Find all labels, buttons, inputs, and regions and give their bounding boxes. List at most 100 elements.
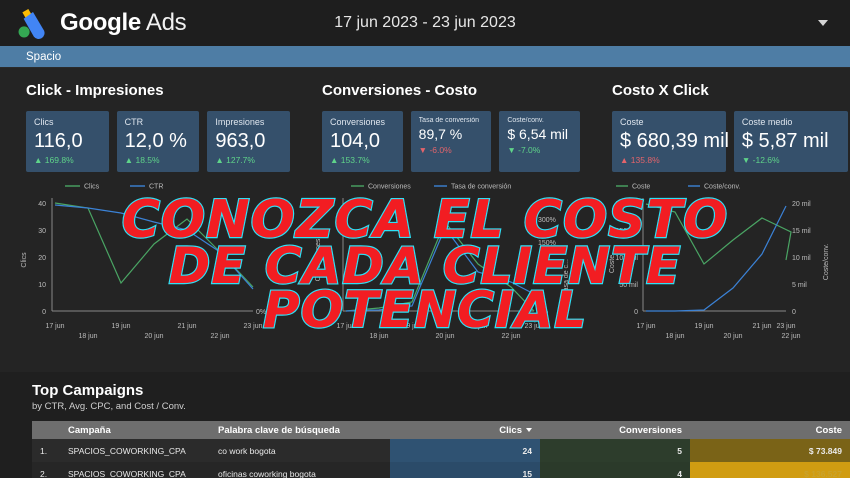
y-tick: 0: [634, 309, 638, 316]
series-tasa-conversion: [345, 226, 535, 312]
scorecard-label: CTR: [124, 117, 144, 127]
date-range-label: 17 jun 2023 - 23 jun 2023: [334, 14, 516, 31]
delta-value: -6.0%: [429, 144, 452, 155]
x-tick: 18 jun: [78, 333, 97, 340]
chart-svg: Clics CTR 40 30 20 10 0 Clics 0% 17 jun …: [21, 183, 266, 340]
table-row[interactable]: 2. SPACIOS_COWORKING_CPA oficinas cowork…: [32, 462, 850, 478]
delta-value: 18.5%: [135, 154, 160, 165]
table-header-row: Campaña Palabra clave de búsqueda Clics …: [32, 421, 850, 439]
y-tick: 50 mil: [619, 282, 638, 289]
y2-axis-label: Tasa de c...: [563, 259, 570, 295]
scorecard-label: Tasa de conversión: [418, 117, 479, 124]
col-header-campaign[interactable]: Campaña: [60, 421, 210, 439]
y2-tick: 0%: [538, 309, 548, 316]
tab-spacio[interactable]: Spacio: [26, 50, 62, 63]
delta-value: 127.7%: [226, 154, 255, 165]
x-tick: 19 jun: [694, 323, 713, 330]
chart-clicks-impressions[interactable]: Clics CTR 40 30 20 10 0 Clics 0% 17 jun …: [10, 182, 306, 344]
scorecard-value: 963,0: [215, 129, 266, 152]
scorecard-tasa-conversion[interactable]: Tasa de conversión 89,7 % ▼ -6.0%: [410, 111, 492, 172]
scorecard-coste[interactable]: Coste $ 680,39 mil ▲ 135.8%: [612, 111, 729, 172]
delta-arrow-icon: ▲: [34, 154, 43, 165]
legend-label-2: CTR: [149, 183, 163, 190]
chevron-down-icon[interactable]: [818, 20, 828, 26]
x-tick: 19 jun: [402, 323, 421, 330]
brand: Google Ads: [16, 7, 187, 39]
scorecard-clics[interactable]: Clics 116,0 ▲ 169.8%: [26, 111, 109, 172]
delta-arrow-icon: ▼: [741, 154, 751, 165]
scorecard-delta: ▼ -7.0%: [507, 145, 572, 155]
col-header-clics[interactable]: Clics: [390, 421, 540, 439]
col-header-conversiones[interactable]: Conversiones: [540, 421, 690, 439]
y2-tick: 5 mil: [792, 282, 807, 289]
scorecard-value: $ 680,39 mil: [620, 129, 729, 152]
col-header-keyword[interactable]: Palabra clave de búsqueda: [210, 421, 390, 439]
scorecard-label: Conversiones: [330, 117, 386, 127]
chart-row: Clics CTR 40 30 20 10 0 Clics 0% 17 jun …: [0, 172, 850, 344]
date-range[interactable]: 17 jun 2023 - 23 jun 2023: [0, 14, 850, 32]
panel-conversions-cost: Conversiones - Costo Conversiones 104,0 …: [306, 82, 596, 172]
row-coste: $ 136.527: [690, 462, 850, 478]
scorecard-ctr[interactable]: CTR 12,0 % ▲ 18.5%: [116, 111, 200, 172]
x-tick: 20 jun: [435, 333, 454, 340]
x-tick: 17 jun: [45, 323, 64, 330]
delta-value: -12.6%: [752, 154, 780, 165]
y2-tick: 10 mil: [792, 255, 811, 262]
y2-tick: 300%: [538, 217, 556, 224]
legend-label-1: Conversiones: [368, 183, 411, 190]
delta-value: 153.7%: [340, 154, 370, 165]
y2-axis-label: Coste/conv.: [823, 244, 830, 280]
series-coste-conv: [645, 203, 792, 265]
x-tick: 21 jun: [468, 323, 487, 330]
card-group: Conversiones 104,0 ▲ 153.7% Tasa de conv…: [314, 111, 588, 172]
delta-arrow-icon: ▲: [330, 154, 339, 165]
panel-title: Conversiones - Costo: [322, 82, 478, 99]
scorecard-value: 12,0 %: [124, 129, 187, 152]
y2-tick: 20 mil: [792, 201, 811, 208]
series-coste: [646, 205, 787, 312]
scorecard-value: $ 5,87 mil: [741, 129, 829, 152]
row-conversiones: 4: [540, 462, 690, 478]
delta-value: 169.8%: [44, 154, 74, 165]
y-tick: 20: [38, 255, 46, 262]
scorecard-conversiones[interactable]: Conversiones 104,0 ▲ 153.7%: [322, 111, 403, 172]
x-tick: 20 jun: [723, 333, 742, 340]
chart-cost-per-click[interactable]: Coste Coste/conv. 200 mil 150 mil 100 mi…: [596, 182, 844, 344]
col-header-clics-label: Clics: [499, 424, 522, 436]
chart-svg: Coste Coste/conv. 200 mil 150 mil 100 mi…: [609, 183, 830, 340]
x-tick: 22 jun: [210, 333, 229, 340]
y-axis-label: Clics: [21, 252, 28, 268]
x-tick: 18 jun: [665, 333, 684, 340]
scorecard-coste-conv[interactable]: Coste/conv. $ 6,54 mil ▼ -7.0%: [499, 111, 581, 172]
x-tick: 22 jun: [501, 333, 520, 340]
y-axis-label: Conversiones: [315, 238, 322, 281]
series-ctr: [54, 204, 254, 290]
chart-conversions-cost[interactable]: Conversiones Tasa de conversión 0 Conver…: [306, 182, 596, 344]
scorecard-impresiones[interactable]: Impresiones 963,0 ▲ 127.7%: [207, 111, 291, 172]
panel-title: Click - Impresiones: [26, 82, 164, 99]
row-keyword: co work bogota: [210, 439, 390, 462]
row-conversiones: 5: [540, 439, 690, 462]
legend-label-2: Coste/conv.: [704, 183, 740, 190]
y2-tick: 15 mil: [792, 228, 811, 235]
x-tick: 23 jun: [524, 323, 543, 330]
y-tick: 30: [38, 228, 46, 235]
scorecard-coste-medio[interactable]: Coste medio $ 5,87 mil ▼ -12.6%: [733, 111, 848, 172]
tab-strip: Spacio: [0, 46, 850, 68]
delta-arrow-icon: ▼: [507, 144, 516, 155]
table-title: Top Campaigns: [32, 382, 144, 399]
col-header-coste[interactable]: Coste: [690, 421, 850, 439]
brand-light: Ads: [145, 9, 187, 36]
scorecard-delta: ▲ 127.7%: [215, 155, 282, 165]
x-tick: 17 jun: [636, 323, 655, 330]
row-clics: 24: [390, 439, 540, 462]
row-clics: 15: [390, 462, 540, 478]
series-conversiones: [345, 220, 535, 312]
scorecard-value: 89,7 %: [418, 126, 463, 143]
scorecard-panels: Click - Impresiones Clics 116,0 ▲ 169.8%…: [0, 68, 850, 172]
table-row[interactable]: 1. SPACIOS_COWORKING_CPA co work bogota …: [32, 439, 850, 462]
x-tick: 23 jun: [243, 323, 262, 330]
delta-arrow-icon: ▲: [620, 154, 629, 165]
x-tick: 20 jun: [144, 333, 163, 340]
series-clics: [54, 202, 254, 288]
